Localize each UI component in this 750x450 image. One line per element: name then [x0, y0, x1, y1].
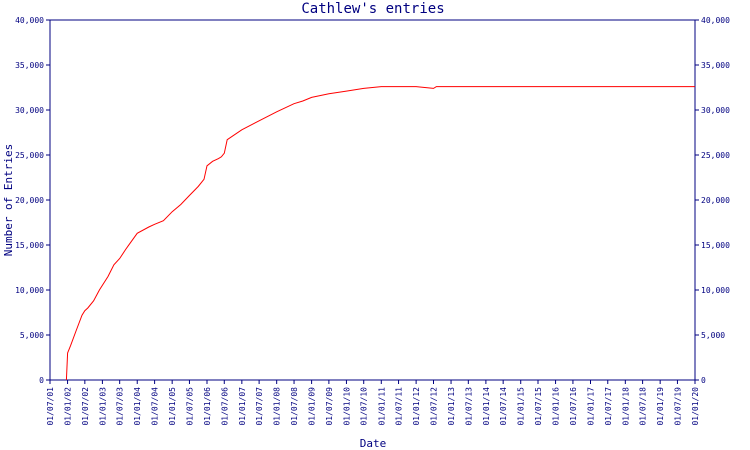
y-tick-label-right: 30,000 [701, 106, 730, 115]
series-layer [65, 86, 695, 381]
x-tick-label: 01/01/07 [238, 387, 247, 426]
x-tick-label: 01/01/14 [482, 387, 491, 426]
y-tick-label-left: 35,000 [15, 61, 44, 70]
y-axis-label: Number of Entries [2, 144, 15, 257]
y-tick-label-left: 30,000 [15, 106, 44, 115]
plot-frame [49, 19, 696, 381]
x-tick-label: 01/07/14 [499, 387, 508, 426]
x-tick-label: 01/01/02 [64, 387, 73, 426]
x-tick-label: 01/07/09 [325, 387, 334, 426]
x-tick-label: 01/01/10 [342, 387, 351, 426]
x-axis-label: Date [360, 437, 387, 450]
y-tick-label-left: 25,000 [15, 151, 44, 160]
x-tick-label: 01/07/17 [604, 387, 613, 426]
x-tick-label: 01/01/20 [691, 387, 700, 426]
y-tick-label-right: 15,000 [701, 241, 730, 250]
x-tick-label: 01/01/19 [656, 387, 665, 426]
x-tick-label: 01/07/01 [46, 387, 55, 426]
y-tick-label-right: 25,000 [701, 151, 730, 160]
y-tick-label-right: 5,000 [701, 331, 725, 340]
x-tick-label: 01/07/03 [116, 387, 125, 426]
x-tick-label: 01/01/18 [621, 387, 630, 426]
y-tick-label-left: 5,000 [20, 331, 44, 340]
x-tick-label: 01/01/09 [308, 387, 317, 426]
y-tick-label-left: 20,000 [15, 196, 44, 205]
y-tick-label-right: 40,000 [701, 16, 730, 25]
x-tick-label: 01/01/05 [168, 387, 177, 426]
y-tick-label-left: 0 [39, 376, 44, 385]
x-tick-label: 01/07/08 [290, 387, 299, 426]
x-tick-label: 01/07/04 [151, 387, 160, 426]
x-tick-label: 01/07/11 [395, 387, 404, 426]
x-tick-label: 01/07/19 [673, 387, 682, 426]
y-tick-label-right: 35,000 [701, 61, 730, 70]
x-tick-label: 01/07/06 [220, 387, 229, 426]
x-tick-label: 01/01/11 [377, 387, 386, 426]
x-tick-label: 01/01/15 [517, 387, 526, 426]
y-tick-label-right: 20,000 [701, 196, 730, 205]
y-tick-label-right: 10,000 [701, 286, 730, 295]
x-tick-label: 01/07/12 [429, 387, 438, 426]
x-tick-label: 01/01/13 [447, 387, 456, 426]
y-tick-label-right: 0 [701, 376, 706, 385]
tick-layer: 0 0 5,000 5,000 10,000 10,000 15,000 15,000 20,0… [15, 16, 730, 426]
y-tick-label-left: 10,000 [15, 286, 44, 295]
x-tick-label: 01/07/16 [569, 387, 578, 426]
x-tick-label: 01/01/12 [412, 387, 421, 426]
x-tick-label: 01/07/02 [81, 387, 90, 426]
series-line [65, 86, 695, 381]
x-tick-label: 01/07/07 [255, 387, 264, 426]
y-tick-label-left: 40,000 [15, 16, 44, 25]
x-tick-label: 01/07/05 [185, 387, 194, 426]
x-tick-label: 01/01/06 [203, 387, 212, 426]
y-tick-label-left: 15,000 [15, 241, 44, 250]
x-tick-label: 01/07/15 [534, 387, 543, 426]
x-tick-label: 01/07/13 [464, 387, 473, 426]
x-tick-label: 01/01/04 [133, 387, 142, 426]
x-tick-label: 01/01/03 [98, 387, 107, 426]
x-tick-label: 01/07/18 [639, 387, 648, 426]
x-tick-label: 01/01/08 [273, 387, 282, 426]
x-tick-label: 01/07/10 [360, 387, 369, 426]
x-tick-label: 01/01/16 [552, 387, 561, 426]
x-tick-label: 01/01/17 [586, 387, 595, 426]
chart-title: Cathlew's entries [301, 1, 444, 17]
